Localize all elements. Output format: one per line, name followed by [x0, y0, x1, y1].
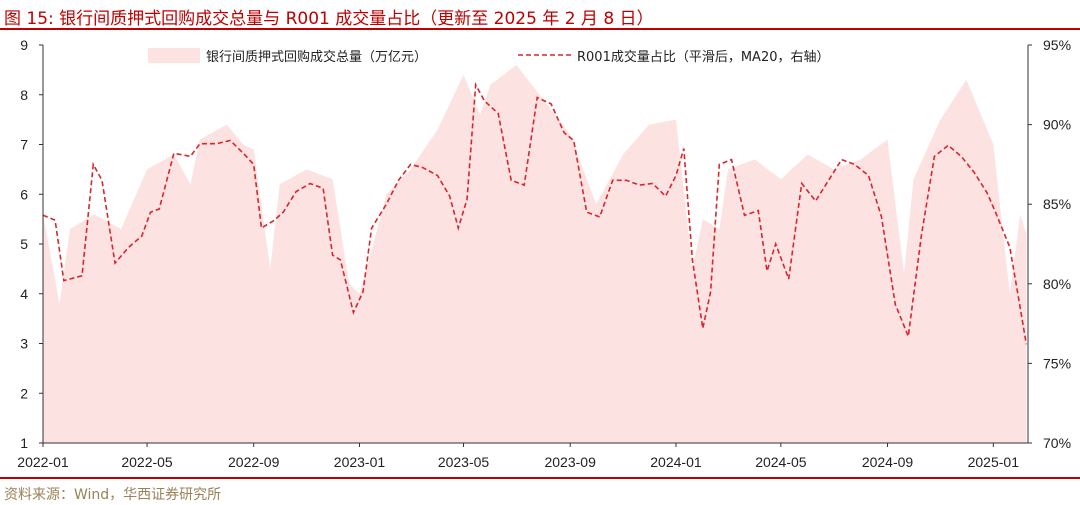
y-left-tick-label: 2 — [20, 385, 28, 401]
x-tick-label: 2024-05 — [755, 454, 807, 470]
chart: 1 2 3 4 5 6 7 8 9 70% 75% 80% 85% 90% 95% 2022-01 2022-0… — [17, 37, 1071, 470]
y-right-tick-label: 80% — [1043, 276, 1071, 292]
volume-area — [43, 64, 1027, 444]
chart-title: 图 15: 银行间质押式回购成交总量与 R001 成交量占比（更新至 2025 … — [4, 9, 654, 29]
y-left-tick-label: 9 — [20, 37, 28, 53]
x-tick-label: 2022-09 — [228, 454, 280, 470]
legend: 银行间质押式回购成交总量（万亿元） R001成交量占比（平滑后，MA20，右轴） — [148, 48, 830, 65]
y-left-tick-label: 4 — [20, 286, 28, 302]
top-rule — [0, 28, 1080, 30]
y-left-tick-label: 1 — [20, 435, 28, 451]
x-tick-label: 2022-01 — [17, 454, 69, 470]
x-tick-label: 2022-05 — [121, 454, 173, 470]
legend-label-volume: 银行间质押式回购成交总量（万亿元） — [206, 49, 427, 65]
y-left-tick-label: 3 — [20, 336, 28, 352]
y-right-tick-label: 95% — [1043, 37, 1071, 53]
volume-area-series — [43, 64, 1027, 444]
y-left-tick-label: 8 — [20, 87, 28, 103]
x-tick-label: 2023-09 — [544, 454, 596, 470]
x-tick-label: 2025-01 — [968, 454, 1020, 470]
y-right-tick-label: 75% — [1043, 355, 1071, 371]
source-note: 资料来源：Wind，华西证券研究所 — [4, 487, 222, 503]
y-left-tick-label: 5 — [20, 236, 28, 252]
axes: 1 2 3 4 5 6 7 8 9 70% 75% 80% 85% 90% 95% 2022-01 2022-0… — [17, 37, 1071, 470]
y-right-tick-label: 70% — [1043, 435, 1071, 451]
y-left-tick-label: 7 — [20, 137, 28, 153]
x-tick-label: 2023-01 — [334, 454, 386, 470]
bottom-rule — [0, 477, 1080, 479]
r001-ratio-line — [42, 82, 1028, 345]
title-bar: 图 15: 银行间质押式回购成交总量与 R001 成交量占比（更新至 2025 … — [0, 0, 1080, 30]
x-tick-label: 2024-01 — [650, 454, 702, 470]
y-left-tick-label: 6 — [20, 186, 28, 202]
x-tick-label: 2024-09 — [862, 454, 914, 470]
y-right-tick-label: 90% — [1043, 117, 1071, 133]
legend-label-ratio: R001成交量占比（平滑后，MA20，右轴） — [577, 49, 830, 65]
x-tick-label: 2023-05 — [438, 454, 490, 470]
legend-swatch-volume — [148, 48, 200, 63]
y-right-tick-label: 85% — [1043, 196, 1071, 212]
